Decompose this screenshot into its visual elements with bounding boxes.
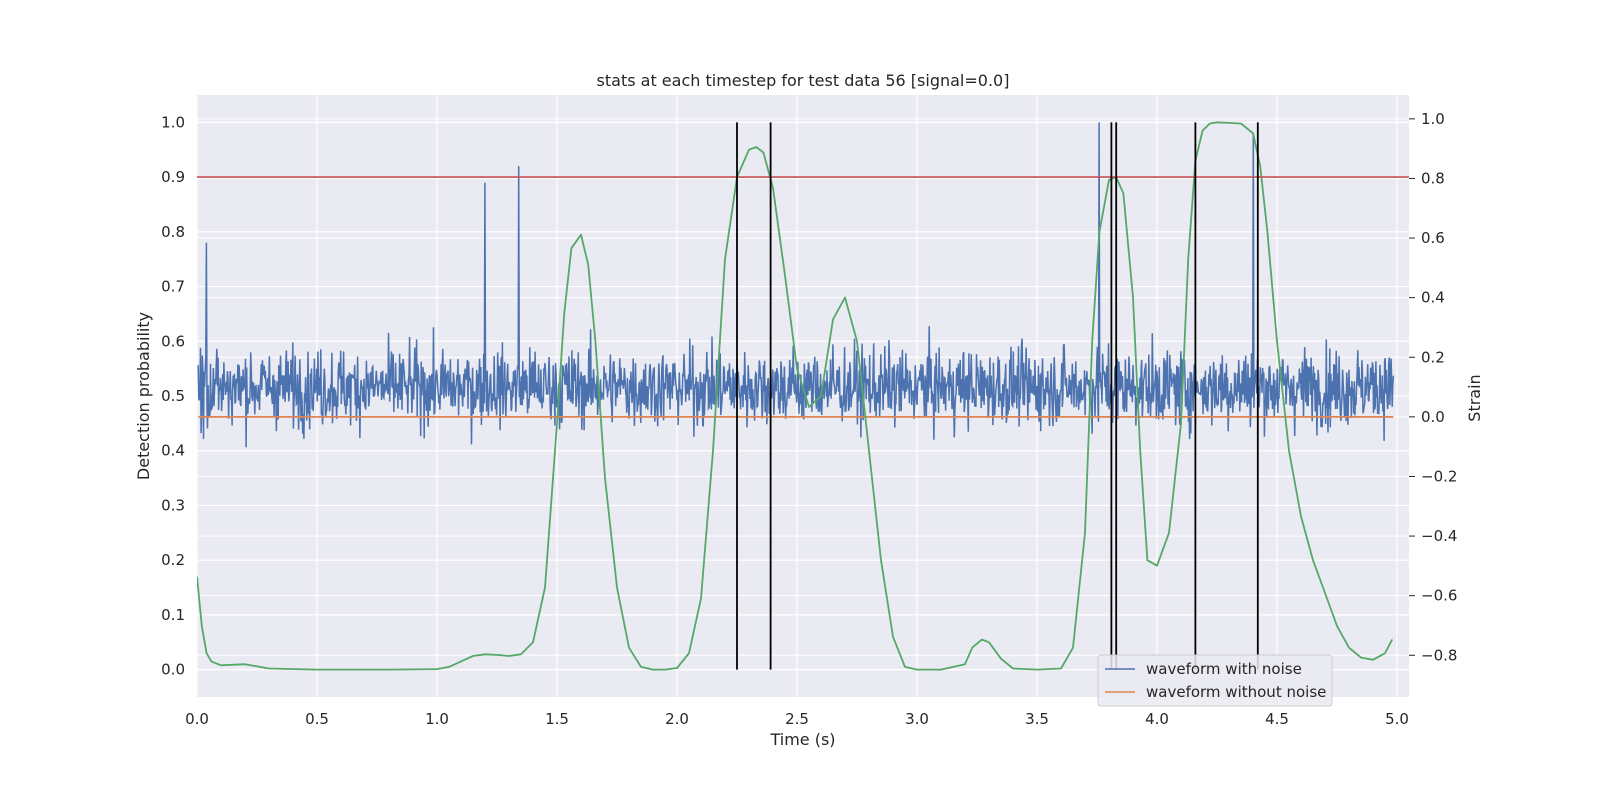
y-left-tick-label: 0.3	[161, 496, 185, 514]
legend-label-noise: waveform with noise	[1146, 660, 1302, 678]
y-left-tick-label: 1.0	[161, 113, 185, 131]
y-right-axis-label: Strain	[1465, 374, 1484, 421]
y-left-axis-label: Detection probability	[134, 312, 153, 480]
legend: waveform with noise waveform without noi…	[1097, 654, 1333, 707]
x-axis-label: Time (s)	[769, 730, 835, 749]
series-waveform-with-noise	[197, 122, 1395, 448]
y-left-tick-label: 0.0	[161, 661, 185, 679]
x-axis-ticks: 0.0 0.5 1.0 1.5 2.0 2.5 3.0 3.5 4.0 4.5 5.0	[185, 710, 1409, 728]
x-tick-label: 3.0	[905, 710, 929, 728]
x-tick-label: 4.5	[1265, 710, 1289, 728]
x-tick-label: 1.5	[545, 710, 569, 728]
y-right-tick-label: −0.6	[1421, 587, 1457, 605]
x-tick-label: 2.5	[785, 710, 809, 728]
x-tick-label: 2.0	[665, 710, 689, 728]
y-left-tick-label: 0.9	[161, 168, 185, 186]
y-right-tick-label: −0.8	[1421, 646, 1457, 664]
y-right-tick-label: 1.0	[1421, 110, 1445, 128]
x-tick-label: 0.0	[185, 710, 209, 728]
y-right-tick-label: 0.2	[1421, 348, 1445, 366]
y-left-tick-label: 0.2	[161, 551, 185, 569]
y-left-axis-ticks: 0.0 0.1 0.2 0.3 0.4 0.5 0.6 0.7 0.8 0.9 1.0	[161, 113, 185, 678]
legend-label-clean: waveform without noise	[1146, 683, 1326, 701]
x-tick-label: 4.0	[1145, 710, 1169, 728]
y-left-tick-label: 0.8	[161, 223, 185, 241]
y-right-tick-label: 0.6	[1421, 229, 1445, 247]
y-left-tick-label: 0.6	[161, 332, 185, 350]
series-detection-probability	[197, 121, 1393, 671]
probability-series-layer	[197, 121, 1393, 671]
legend-box	[1097, 654, 1333, 707]
y-right-tick-label: −0.2	[1421, 467, 1457, 485]
y-right-tick-label: 0.8	[1421, 169, 1445, 187]
x-tick-label: 0.5	[305, 710, 329, 728]
x-tick-label: 1.0	[425, 710, 449, 728]
y-left-tick-label: 0.4	[161, 442, 185, 460]
x-tick-label: 3.5	[1025, 710, 1049, 728]
y-right-tick-label: −0.4	[1421, 527, 1457, 545]
x-tick-label: 5.0	[1385, 710, 1409, 728]
y-right-tick-label: 0.4	[1421, 289, 1445, 307]
y-left-tick-label: 0.1	[161, 606, 185, 624]
vertical-markers	[736, 122, 1259, 670]
y-right-axis-ticks: −0.8 −0.6 −0.4 −0.2 0.0 0.2 0.4 0.6 0.8 1.0	[1409, 110, 1457, 664]
chart-title: stats at each timestep for test data 56 …	[597, 71, 1010, 90]
y-left-tick-label: 0.7	[161, 278, 185, 296]
noise-series-layer	[197, 122, 1395, 448]
y-left-tick-label: 0.5	[161, 387, 185, 405]
y-right-tick-label: 0.0	[1421, 408, 1445, 426]
